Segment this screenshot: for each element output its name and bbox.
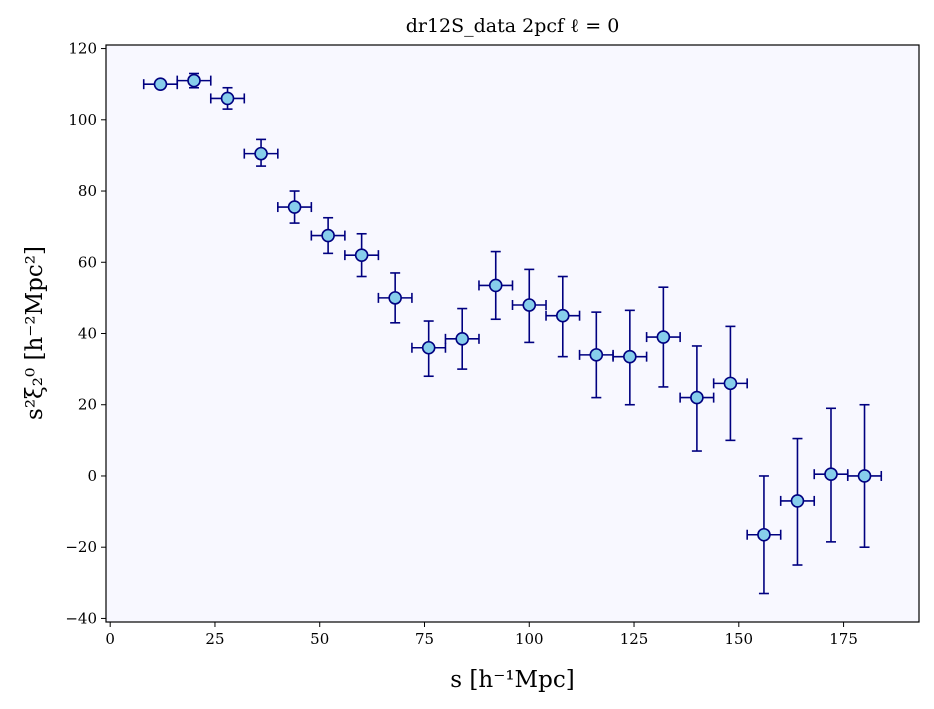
- y-tick-label: 60: [78, 253, 97, 271]
- y-tick-label: 80: [78, 182, 97, 200]
- data-point: [411, 320, 447, 378]
- data-marker: [254, 146, 268, 161]
- x-tick-label: 75: [415, 630, 434, 648]
- y-axis-label: s²ξ₂⁰ [h⁻²Mpc²]: [22, 246, 48, 420]
- data-marker: [153, 77, 168, 91]
- data-marker: [187, 73, 201, 88]
- data-point: [545, 275, 581, 358]
- data-point: [176, 72, 212, 89]
- data-marker: [555, 308, 570, 323]
- x-tick-label: 125: [620, 630, 649, 648]
- y-tick-label: 20: [78, 396, 97, 414]
- data-markers: [142, 72, 883, 595]
- data-marker: [488, 278, 503, 293]
- data-marker: [857, 469, 872, 483]
- data-point: [813, 407, 849, 543]
- plot-frame: [105, 44, 920, 623]
- x-tick-label: 25: [205, 630, 224, 648]
- axis-ticks: 0 25 50 75 100 125 150 175 −40 −20 0 20 40 60 80 100 120: [65, 40, 858, 648]
- data-point: [612, 309, 648, 406]
- data-point: [846, 403, 883, 549]
- plot-area: [106, 45, 919, 622]
- y-tick-label: 120: [68, 40, 97, 58]
- data-point: [645, 286, 681, 388]
- data-point: [444, 307, 480, 370]
- data-marker: [287, 200, 302, 214]
- chart-title: dr12S_data 2pcf ℓ = 0: [406, 15, 620, 37]
- x-tick-label: 175: [829, 630, 858, 648]
- data-point: [746, 475, 782, 595]
- data-marker: [589, 348, 604, 362]
- data-point: [779, 437, 816, 566]
- data-marker: [690, 390, 704, 405]
- data-point: [478, 250, 514, 321]
- data-point: [142, 77, 179, 91]
- data-marker: [757, 527, 771, 542]
- data-point: [344, 232, 380, 278]
- data-point: [310, 216, 346, 255]
- x-tick-label: 150: [724, 630, 753, 648]
- data-marker: [354, 248, 369, 262]
- y-tick-label: −40: [65, 609, 97, 627]
- data-point: [377, 272, 413, 324]
- data-point: [511, 268, 547, 344]
- data-point: [277, 190, 313, 224]
- data-marker: [623, 349, 637, 364]
- data-marker: [388, 291, 402, 305]
- x-tick-label: 50: [310, 630, 329, 648]
- data-marker: [656, 330, 671, 344]
- data-point: [712, 325, 748, 442]
- data-marker: [421, 340, 436, 355]
- data-marker: [522, 298, 537, 312]
- y-tick-label: −20: [65, 538, 97, 556]
- y-tick-label: 100: [68, 111, 97, 129]
- data-point: [679, 345, 715, 452]
- data-marker: [824, 467, 838, 481]
- y-tick-label: 40: [78, 325, 97, 343]
- x-tick-label: 100: [515, 630, 544, 648]
- data-marker: [455, 332, 470, 346]
- data-marker: [723, 376, 738, 391]
- data-point: [209, 86, 246, 110]
- data-marker: [220, 91, 235, 106]
- x-tick-label: 0: [105, 630, 115, 648]
- data-point: [243, 138, 279, 167]
- x-axis-label: s [h⁻¹Mpc]: [450, 667, 574, 693]
- data-marker: [790, 494, 805, 508]
- y-tick-label: 0: [87, 467, 97, 485]
- data-point: [578, 311, 614, 399]
- data-marker: [321, 228, 335, 243]
